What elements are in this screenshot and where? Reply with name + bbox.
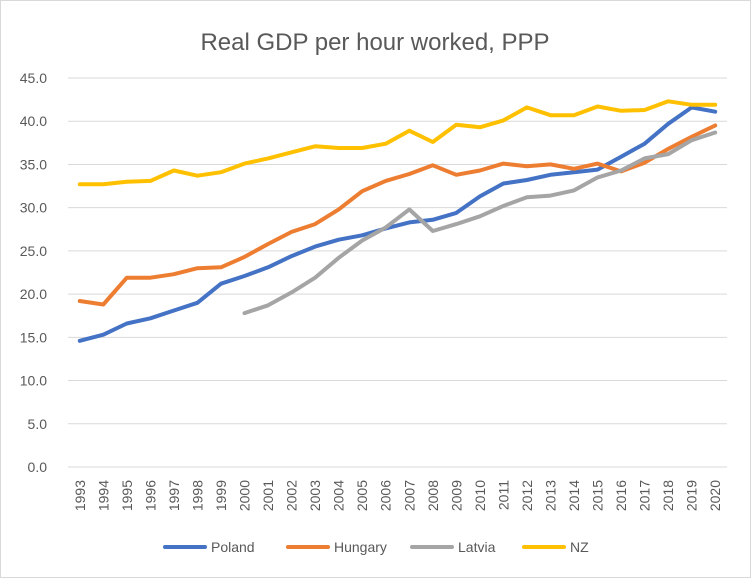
x-tick-label: 2013 <box>542 480 558 511</box>
legend-label: NZ <box>570 539 589 555</box>
series-line-poland <box>77 105 718 343</box>
x-tick-label: 2020 <box>707 480 723 511</box>
x-tick-label: 1995 <box>119 480 135 511</box>
series-line-hungary <box>77 123 718 307</box>
y-tick-label: 15.0 <box>20 329 47 345</box>
x-tick-label: 1996 <box>142 480 158 511</box>
x-tick-label: 2015 <box>590 480 606 511</box>
legend-item-nz: NZ <box>522 539 589 555</box>
gridlines <box>68 77 727 468</box>
legend-label: Latvia <box>458 539 496 555</box>
x-tick-label: 2001 <box>260 480 276 511</box>
chart-title: Real GDP per hour worked, PPP <box>200 29 549 56</box>
x-tick-label: 2011 <box>495 480 511 510</box>
x-tick-label: 2016 <box>613 480 629 511</box>
legend-label: Poland <box>211 539 255 555</box>
x-tick-label: 2017 <box>637 480 653 511</box>
y-tick-label: 20.0 <box>20 286 47 302</box>
x-tick-label: 2008 <box>425 480 441 511</box>
x-tick-label: 2009 <box>448 480 464 511</box>
x-tick-label: 2010 <box>472 480 488 511</box>
y-axis-ticks: 0.0 5.0 10.0 15.0 20.0 25.0 30.0 35.0 40.0 45.0 <box>20 70 47 475</box>
y-tick-label: 30.0 <box>20 200 47 216</box>
legend-item-poland: Poland <box>163 539 255 555</box>
x-tick-label: 1994 <box>95 480 111 511</box>
x-tick-label: 1998 <box>189 480 205 511</box>
y-tick-label: 0.0 <box>28 459 48 475</box>
legend-label: Hungary <box>334 539 387 555</box>
series-line-latvia <box>242 130 718 316</box>
x-tick-label: 2006 <box>378 480 394 511</box>
legend: Poland Hungary Latvia NZ <box>163 539 589 555</box>
x-tick-label: 2019 <box>684 480 700 511</box>
y-tick-label: 40.0 <box>20 113 47 129</box>
x-tick-label: 2012 <box>519 480 535 511</box>
x-axis-ticks: 1993 1994 1995 1996 1997 1998 1999 2000 2001 2002… <box>72 480 723 511</box>
x-tick-label: 2002 <box>284 480 300 511</box>
x-tick-label: 2014 <box>566 480 582 511</box>
legend-item-latvia: Latvia <box>410 539 496 555</box>
x-tick-label: 2000 <box>237 480 253 511</box>
x-tick-label: 2007 <box>401 480 417 511</box>
x-tick-label: 2003 <box>307 480 323 511</box>
series-line-nz <box>77 99 718 187</box>
series-lines <box>77 99 718 343</box>
x-tick-label: 2005 <box>354 480 370 511</box>
x-tick-label: 1993 <box>72 480 88 511</box>
legend-item-hungary: Hungary <box>286 539 387 555</box>
x-tick-label: 2004 <box>331 480 347 511</box>
y-tick-label: 35.0 <box>20 156 47 172</box>
x-tick-label: 2018 <box>660 480 676 511</box>
y-tick-label: 10.0 <box>20 373 47 389</box>
y-tick-label: 5.0 <box>28 416 48 432</box>
y-tick-label: 45.0 <box>20 70 47 86</box>
x-tick-label: 1999 <box>213 480 229 511</box>
y-tick-label: 25.0 <box>20 243 47 259</box>
x-tick-label: 1997 <box>166 480 182 511</box>
